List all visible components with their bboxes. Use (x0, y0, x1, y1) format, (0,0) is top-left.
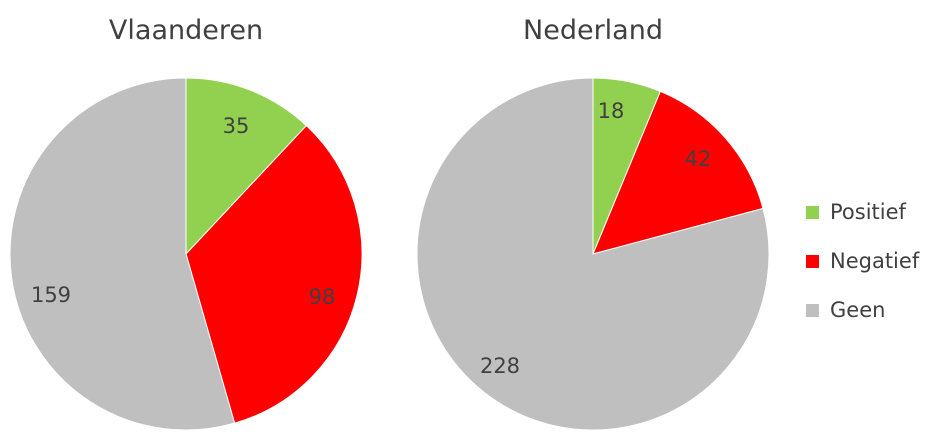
pie-chart-nederland: Nederland 18 42 228 (416, 15, 770, 431)
data-label-vlaanderen-geen: 159 (31, 283, 71, 307)
legend-swatch-negatief (806, 255, 819, 268)
data-label-vlaanderen-negatief: 98 (309, 285, 336, 309)
pie-slice-vlaanderen-positief (185, 77, 308, 256)
data-label-nederland-geen: 228 (480, 354, 520, 378)
pie-slice-nederland-geen (416, 77, 770, 431)
pie-slice-nederland-negatief (592, 90, 764, 255)
legend-swatch-positief (806, 206, 819, 219)
pie-chart-vlaanderen: Vlaanderen 35 98 159 (9, 15, 363, 431)
data-label-nederland-positief: 18 (598, 99, 625, 123)
pie-slice-vlaanderen-geen (9, 77, 236, 431)
pie-slice-vlaanderen-negatief (185, 124, 363, 424)
legend-swatch-geen (806, 304, 819, 317)
data-label-nederland-negatief: 42 (685, 147, 712, 171)
legend: Positief Negatief Geen (806, 200, 920, 322)
pie-title-vlaanderen: Vlaanderen (109, 15, 263, 46)
data-label-vlaanderen-positief: 35 (223, 114, 250, 138)
pie-title-nederland: Nederland (523, 15, 663, 46)
legend-label-negatief: Negatief (830, 249, 920, 273)
legend-label-positief: Positief (830, 200, 907, 224)
legend-label-geen: Geen (830, 298, 885, 322)
